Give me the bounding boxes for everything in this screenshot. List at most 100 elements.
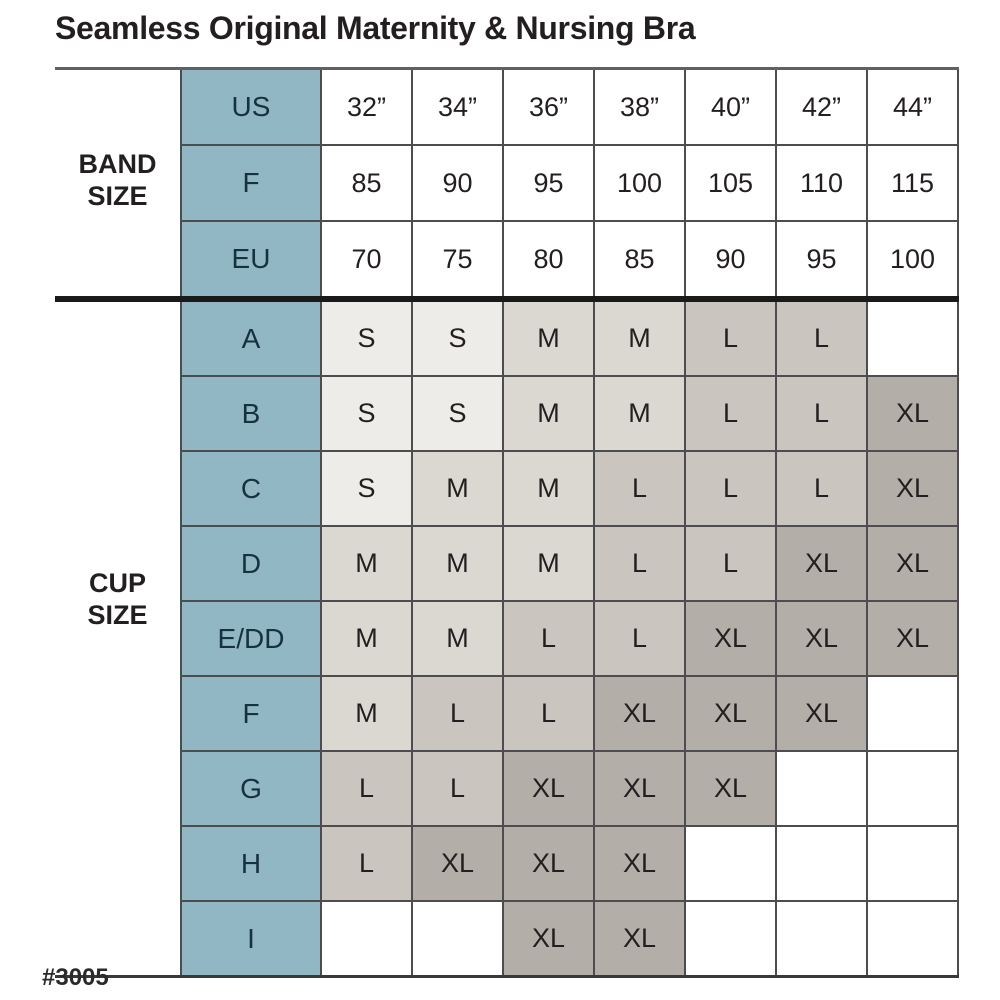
- size-cell: 105: [686, 146, 777, 220]
- size-cell: L: [686, 527, 777, 600]
- empty-cell: [413, 902, 504, 975]
- size-cell: 42”: [777, 70, 868, 144]
- size-cell: M: [504, 527, 595, 600]
- row-header-cell: B: [180, 377, 322, 450]
- size-cell: L: [595, 602, 686, 675]
- row-header-cell: D: [180, 527, 322, 600]
- size-cell: XL: [777, 527, 868, 600]
- size-cell: 85: [322, 146, 413, 220]
- row-header-cell: F: [180, 677, 322, 750]
- empty-cell: [686, 827, 777, 900]
- cup-size-rows: A S S M M L L B S S M M L L XL C S M M L L L XL D M M M L L XL XL E/DD M…: [55, 302, 959, 975]
- empty-cell: [322, 902, 413, 975]
- size-cell: L: [504, 602, 595, 675]
- size-cell: L: [686, 452, 777, 525]
- table-row: G L L XL XL XL: [180, 752, 959, 827]
- size-cell: XL: [868, 452, 959, 525]
- row-header-cell: C: [180, 452, 322, 525]
- size-cell: XL: [777, 677, 868, 750]
- size-cell: 100: [595, 146, 686, 220]
- size-cell: M: [322, 602, 413, 675]
- row-header-cell: H: [180, 827, 322, 900]
- size-cell: 95: [504, 146, 595, 220]
- size-cell: 80: [504, 222, 595, 296]
- row-header-cell: G: [180, 752, 322, 825]
- size-cell: L: [777, 452, 868, 525]
- row-header-cell: E/DD: [180, 602, 322, 675]
- size-cell: XL: [868, 602, 959, 675]
- empty-cell: [868, 902, 959, 975]
- size-cell: XL: [595, 752, 686, 825]
- size-cell: L: [595, 452, 686, 525]
- size-cell: XL: [777, 602, 868, 675]
- size-cell: L: [322, 827, 413, 900]
- empty-cell: [868, 302, 959, 375]
- size-chart-table: BAND SIZE CUP SIZE US 32” 34” 36” 38” 40” 42” 4…: [55, 67, 959, 978]
- size-cell: 70: [322, 222, 413, 296]
- cup-size-group-label-text: CUP SIZE: [87, 567, 148, 630]
- size-cell: 38”: [595, 70, 686, 144]
- size-cell: 32”: [322, 70, 413, 144]
- size-cell: XL: [595, 677, 686, 750]
- size-cell: M: [504, 302, 595, 375]
- size-cell: XL: [595, 827, 686, 900]
- size-cell: L: [504, 677, 595, 750]
- size-cell: L: [777, 377, 868, 450]
- cup-size-group-label: CUP SIZE: [55, 298, 180, 955]
- size-cell: S: [413, 302, 504, 375]
- style-number: #3005: [42, 964, 109, 991]
- size-cell: S: [322, 377, 413, 450]
- size-cell: M: [413, 602, 504, 675]
- size-cell: L: [595, 527, 686, 600]
- table-row: US 32” 34” 36” 38” 40” 42” 44”: [180, 70, 959, 146]
- band-size-group-label-text: BAND SIZE: [78, 149, 157, 211]
- row-header-cell: US: [180, 70, 322, 144]
- size-cell: 75: [413, 222, 504, 296]
- size-cell: XL: [504, 827, 595, 900]
- row-header-cell: EU: [180, 222, 322, 296]
- size-cell: L: [686, 302, 777, 375]
- size-cell: XL: [413, 827, 504, 900]
- size-cell: 110: [777, 146, 868, 220]
- table-row: E/DD M M L L XL XL XL: [180, 602, 959, 677]
- size-cell: XL: [595, 902, 686, 975]
- size-cell: XL: [868, 527, 959, 600]
- band-size-rows: US 32” 34” 36” 38” 40” 42” 44” F 85 90 95 100 105 110 1…: [55, 70, 959, 296]
- size-cell: M: [413, 452, 504, 525]
- size-cell: M: [322, 677, 413, 750]
- size-cell: L: [777, 302, 868, 375]
- size-cell: 44”: [868, 70, 959, 144]
- row-header-cell: I: [180, 902, 322, 975]
- section-divider: [55, 296, 959, 302]
- table-row: F M L L XL XL XL: [180, 677, 959, 752]
- size-cell: L: [413, 677, 504, 750]
- size-cell: 36”: [504, 70, 595, 144]
- size-cell: M: [595, 302, 686, 375]
- size-cell: L: [322, 752, 413, 825]
- size-cell: M: [504, 377, 595, 450]
- size-cell: S: [322, 452, 413, 525]
- empty-cell: [777, 827, 868, 900]
- table-row: I XL XL: [180, 902, 959, 975]
- size-cell: 40”: [686, 70, 777, 144]
- size-cell: S: [322, 302, 413, 375]
- table-row: D M M M L L XL XL: [180, 527, 959, 602]
- size-cell: 95: [777, 222, 868, 296]
- empty-cell: [686, 902, 777, 975]
- size-cell: 90: [413, 146, 504, 220]
- size-cell: L: [413, 752, 504, 825]
- empty-cell: [777, 902, 868, 975]
- table-row: C S M M L L L XL: [180, 452, 959, 527]
- row-header-cell: F: [180, 146, 322, 220]
- empty-cell: [868, 677, 959, 750]
- size-cell: XL: [504, 752, 595, 825]
- size-cell: M: [504, 452, 595, 525]
- page-title: Seamless Original Maternity & Nursing Br…: [55, 10, 696, 46]
- size-cell: XL: [868, 377, 959, 450]
- size-cell: M: [322, 527, 413, 600]
- size-cell: XL: [504, 902, 595, 975]
- size-cell: 85: [595, 222, 686, 296]
- size-cell: 115: [868, 146, 959, 220]
- table-row: H L XL XL XL: [180, 827, 959, 902]
